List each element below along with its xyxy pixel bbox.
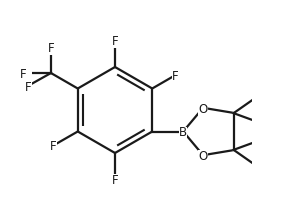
Text: F: F [25, 81, 32, 94]
Text: F: F [172, 70, 179, 83]
Text: O: O [199, 103, 208, 116]
Text: F: F [50, 141, 57, 154]
Text: F: F [48, 42, 54, 55]
Text: F: F [112, 174, 118, 187]
Text: B: B [179, 126, 187, 139]
Text: O: O [199, 150, 208, 163]
Text: F: F [20, 68, 26, 81]
Text: F: F [112, 35, 118, 48]
